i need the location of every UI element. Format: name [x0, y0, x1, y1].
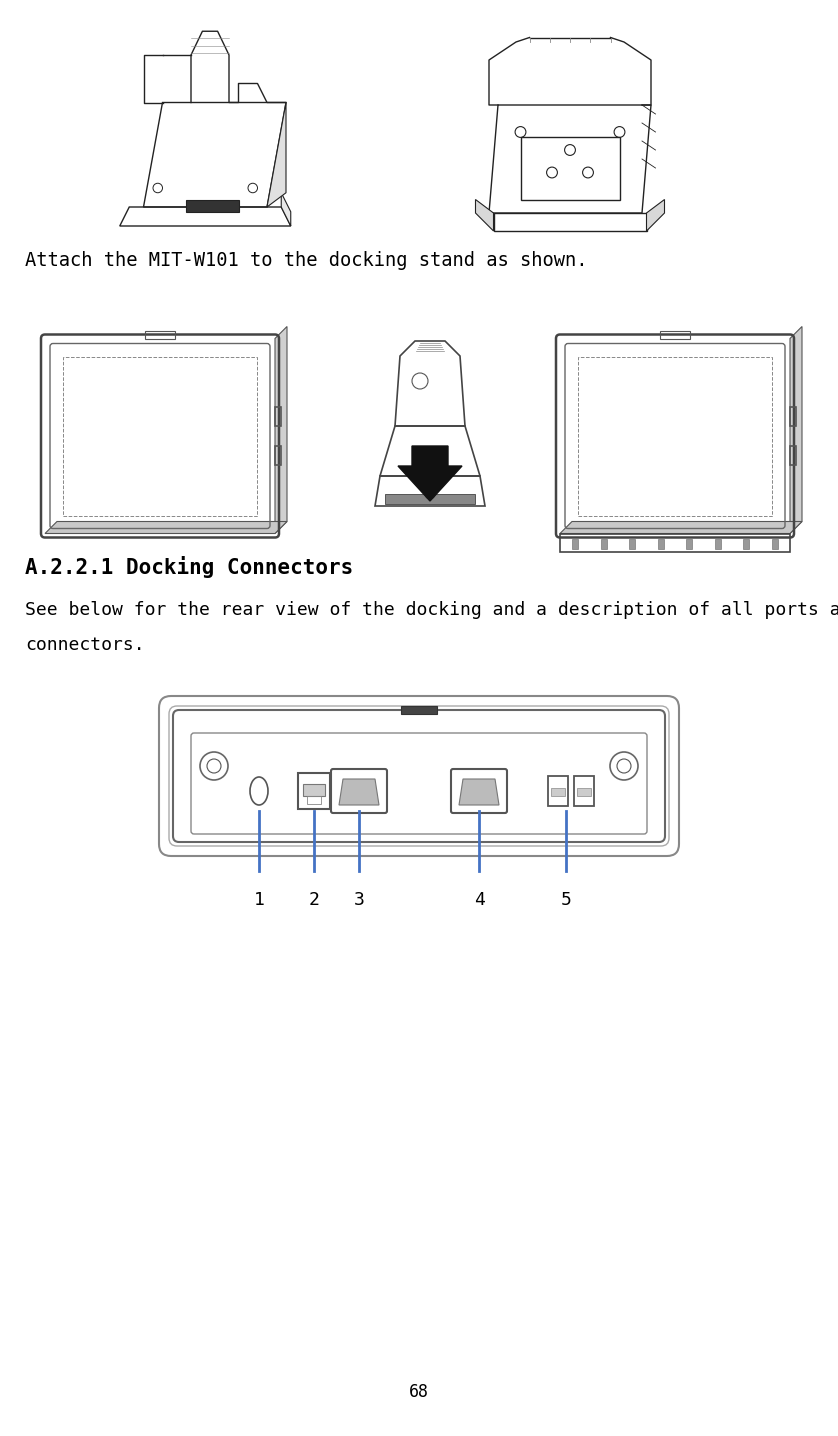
Bar [572, 538, 578, 549]
Bar [577, 788, 591, 796]
Bar [658, 538, 664, 549]
Bar [578, 356, 772, 516]
Bar [790, 445, 796, 465]
Bar [385, 494, 475, 504]
Polygon shape [45, 521, 287, 534]
Text: 4: 4 [473, 890, 484, 909]
Bar [551, 788, 565, 796]
Bar [303, 784, 325, 796]
Polygon shape [339, 778, 379, 806]
Text: Attach the MIT-W101 to the docking stand as shown.: Attach the MIT-W101 to the docking stand… [25, 251, 587, 270]
Bar [560, 534, 790, 551]
Bar [601, 538, 607, 549]
Polygon shape [267, 102, 286, 207]
Bar [401, 707, 437, 714]
Polygon shape [459, 778, 499, 806]
Polygon shape [560, 521, 802, 534]
Polygon shape [646, 200, 665, 231]
Text: 5: 5 [561, 890, 572, 909]
Bar [686, 538, 692, 549]
Text: 68: 68 [409, 1383, 429, 1402]
Bar [629, 538, 635, 549]
Text: 3: 3 [354, 890, 365, 909]
Polygon shape [475, 200, 494, 231]
Bar [715, 538, 721, 549]
Text: connectors.: connectors. [25, 636, 145, 653]
Bar [298, 773, 330, 808]
Bar [520, 136, 619, 200]
Bar [743, 538, 749, 549]
Text: 2: 2 [308, 890, 319, 909]
Text: 1: 1 [254, 890, 265, 909]
Bar [145, 330, 175, 339]
Bar [307, 796, 321, 804]
Polygon shape [398, 447, 462, 501]
Bar [574, 775, 594, 806]
Text: A.2.2.1 Docking Connectors: A.2.2.1 Docking Connectors [25, 556, 354, 579]
Bar [275, 445, 281, 465]
Bar [660, 330, 690, 339]
Bar [548, 775, 568, 806]
Bar [186, 201, 239, 211]
Bar [63, 356, 257, 516]
Bar [772, 538, 778, 549]
Polygon shape [275, 326, 287, 534]
Bar [790, 406, 796, 426]
Text: See below for the rear view of the docking and a description of all ports and: See below for the rear view of the docki… [25, 602, 838, 619]
Bar [275, 406, 281, 426]
Polygon shape [790, 326, 802, 534]
Polygon shape [282, 192, 291, 225]
